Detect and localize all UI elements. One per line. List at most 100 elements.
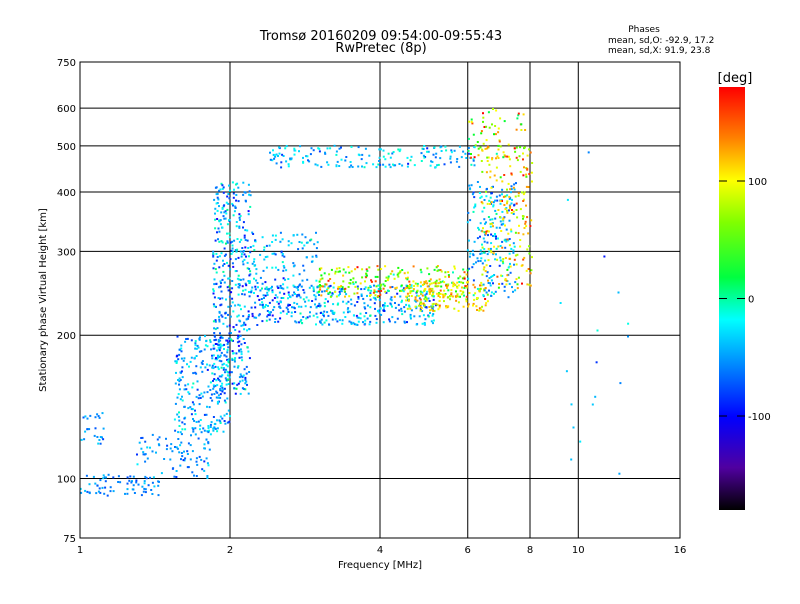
data-point-2214: [436, 164, 439, 167]
data-point-1544: [403, 272, 406, 275]
data-point-935: [309, 311, 311, 314]
data-point-1860: [487, 234, 489, 237]
data-point-898: [359, 312, 362, 315]
data-point-959: [355, 314, 358, 317]
data-point-1719: [438, 282, 441, 284]
data-point-1811: [470, 184, 473, 187]
data-point-864: [242, 388, 245, 390]
data-point-1861: [508, 219, 511, 222]
data-point-1792: [453, 307, 456, 310]
data-point-1671: [419, 309, 422, 312]
data-point-2140: [484, 270, 487, 273]
data-point-1049: [356, 323, 359, 326]
data-point-707: [218, 375, 221, 378]
data-point-1724: [462, 305, 465, 308]
data-point-1411: [452, 271, 454, 274]
data-point-47: [130, 481, 133, 484]
data-point-980: [300, 319, 303, 322]
data-point-1922: [514, 281, 517, 284]
data-point-792: [218, 240, 221, 243]
data-point-1696: [434, 281, 437, 284]
data-point-1579: [400, 284, 403, 287]
data-point-1760: [479, 284, 481, 287]
data-point-478: [231, 280, 234, 282]
y-tick-2: 200: [57, 331, 76, 342]
data-point-334: [223, 420, 226, 422]
data-point-2223: [423, 145, 426, 147]
data-point-867: [362, 321, 364, 324]
data-point-676: [226, 240, 229, 243]
data-point-988: [271, 289, 274, 292]
data-point-90: [98, 439, 101, 441]
data-point-1166: [268, 301, 271, 304]
data-point-2106: [516, 283, 519, 286]
data-point-766: [247, 350, 250, 353]
data-point-2266: [318, 150, 321, 153]
data-point-2282: [389, 156, 392, 159]
data-point-1917: [502, 262, 505, 265]
data-point-1149: [396, 292, 399, 295]
data-point-2172: [521, 215, 524, 217]
data-point-1038: [271, 285, 273, 288]
data-point-1509: [385, 276, 388, 279]
data-point-1094: [267, 314, 270, 316]
data-point-1176: [430, 305, 433, 308]
data-point-203: [199, 428, 201, 431]
data-point-1764: [412, 288, 415, 291]
data-point-1843: [488, 250, 491, 253]
data-point-248: [217, 394, 220, 397]
data-point-532: [234, 206, 237, 209]
data-point-200: [207, 425, 210, 427]
data-point-1161: [357, 320, 360, 323]
data-point-104: [146, 446, 149, 449]
data-point-1814: [478, 228, 480, 231]
data-point-1909: [495, 235, 497, 238]
data-point-373: [192, 428, 195, 431]
data-point-838: [245, 284, 248, 287]
data-point-2227: [340, 158, 343, 161]
data-point-710: [227, 313, 229, 316]
data-point-1418: [441, 280, 444, 283]
data-point-1607: [334, 290, 337, 293]
data-point-1208: [287, 293, 290, 296]
data-point-41: [95, 492, 98, 495]
data-point-327: [173, 418, 176, 421]
data-point-118: [156, 438, 159, 441]
data-point-1406: [368, 266, 371, 269]
data-point-880: [424, 300, 427, 302]
data-point-1855: [483, 206, 486, 209]
data-point-232: [211, 366, 214, 369]
data-point-137: [155, 451, 157, 454]
data-point-1979: [505, 240, 508, 243]
data-point-545: [219, 344, 222, 347]
data-point-142: [170, 443, 173, 446]
data-point-1062: [338, 290, 341, 293]
data-point-1250: [347, 311, 349, 314]
data-point-1364: [273, 252, 276, 255]
data-point-63: [80, 491, 83, 494]
data-point-731: [220, 290, 223, 293]
data-point-2340: [357, 146, 360, 149]
data-point-1506: [389, 286, 392, 289]
data-point-1712: [485, 302, 488, 305]
data-point-268: [210, 421, 213, 424]
data-point-1880: [467, 211, 470, 214]
data-point-2278: [394, 164, 397, 167]
data-point-851: [239, 215, 242, 217]
data-point-1387: [255, 279, 258, 282]
data-point-329: [217, 396, 220, 399]
data-point-533: [224, 217, 227, 220]
data-point-1160: [364, 322, 367, 325]
data-point-58: [109, 490, 112, 493]
data-point-921: [265, 304, 267, 306]
data-point-1290: [281, 238, 284, 241]
data-points: [79, 108, 630, 497]
data-point-421: [201, 395, 204, 398]
data-point-1295: [316, 241, 319, 244]
data-point-133: [144, 440, 147, 443]
data-point-2088: [500, 230, 503, 232]
data-point-759: [247, 392, 250, 395]
data-point-776: [244, 382, 247, 385]
data-point-2335: [410, 155, 413, 158]
data-point-1970: [480, 257, 483, 260]
